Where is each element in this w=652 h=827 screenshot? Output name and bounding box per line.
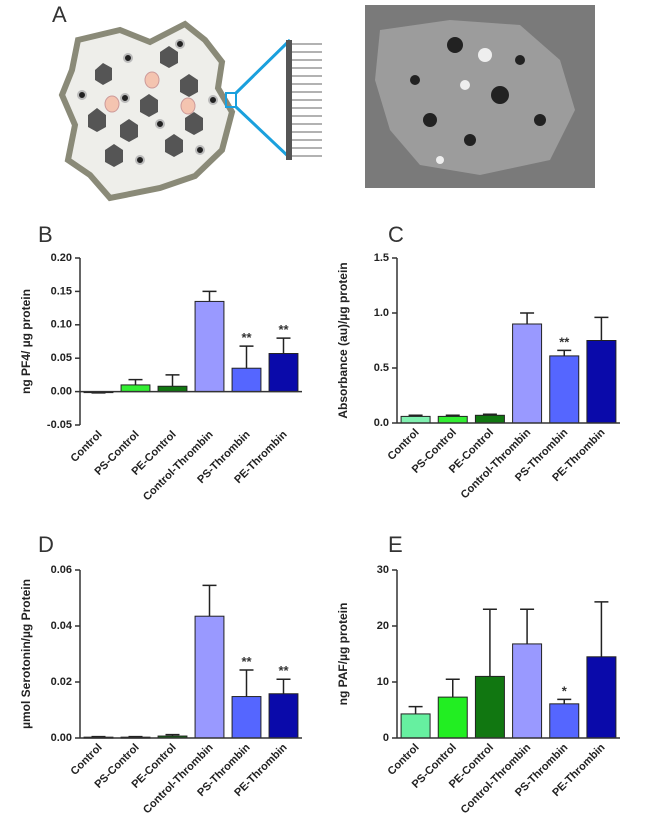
y-tick-label: 0.00	[51, 386, 72, 398]
y-tick-label: 10	[377, 676, 389, 688]
bar	[549, 355, 580, 424]
panel-label: A	[52, 2, 67, 27]
error-bar	[128, 735, 143, 738]
bar	[586, 340, 617, 424]
y-tick-label: 30	[377, 564, 389, 576]
x-tick-label: Control	[68, 742, 104, 778]
error-bar	[165, 733, 180, 737]
error-bar	[520, 312, 535, 324]
error-bar	[557, 349, 572, 356]
y-tick-label: 0.06	[51, 564, 72, 576]
error-bar	[445, 678, 460, 698]
bar	[231, 367, 262, 393]
bar	[194, 615, 225, 739]
y-tick-label: 0.10	[51, 319, 72, 331]
significance: **	[241, 654, 252, 669]
error-bar	[202, 290, 217, 302]
y-tick-label: 0.5	[374, 362, 389, 374]
bar	[586, 656, 617, 739]
bar	[549, 703, 580, 739]
error-bar	[239, 669, 254, 697]
y-tick-label: 0.0	[374, 417, 389, 429]
bar	[474, 675, 505, 739]
y-tick-label: 1.0	[374, 307, 389, 319]
y-tick-label: 0.15	[51, 285, 72, 297]
y-axis-label: ng PF4/ µg protein	[19, 289, 33, 394]
error-bar	[239, 345, 254, 369]
error-bar	[594, 601, 609, 657]
bar	[400, 713, 431, 739]
panel-label: C	[388, 222, 404, 247]
y-tick-label: 0.04	[51, 620, 73, 632]
error-bar	[557, 698, 572, 704]
bar	[120, 384, 151, 393]
x-tick-label: Control-Thrombin	[141, 741, 216, 816]
cell-illustration	[58, 20, 322, 202]
error-bar	[482, 608, 497, 677]
bar	[268, 353, 299, 393]
bar	[157, 385, 188, 393]
panel-label: E	[388, 532, 403, 557]
significance: **	[278, 322, 289, 337]
y-tick-label: -0.05	[47, 419, 72, 431]
bar	[268, 693, 299, 739]
x-tick-label: Control	[68, 429, 104, 465]
bar	[437, 696, 468, 739]
error-bar	[594, 316, 609, 341]
error-bar	[91, 735, 106, 738]
x-tick-label: Control-Thrombin	[459, 741, 534, 816]
panel-label: B	[38, 222, 53, 247]
y-tick-label: 0.05	[51, 352, 72, 364]
significance: **	[241, 330, 252, 345]
y-axis-label: Absorbance (au)/µg protein	[336, 262, 350, 418]
error-bar	[520, 608, 535, 644]
bar	[437, 415, 468, 424]
y-tick-label: 0	[383, 732, 389, 744]
error-bar	[408, 414, 423, 417]
x-tick-label: Control	[386, 427, 422, 463]
x-tick-label: Control-Thrombin	[141, 428, 216, 503]
error-bar	[276, 337, 291, 354]
x-tick-label: Control	[386, 742, 422, 778]
bar	[400, 415, 431, 424]
bar	[512, 643, 543, 739]
significance: **	[278, 663, 289, 678]
y-axis-label: µmol Serotonin/µg Protein	[19, 579, 33, 729]
error-bar	[128, 378, 143, 385]
y-axis-label: ng PAF/µg protein	[336, 603, 350, 706]
error-bar	[91, 392, 106, 394]
error-bar	[408, 705, 423, 714]
bar	[512, 323, 543, 424]
bar	[231, 696, 262, 739]
y-tick-label: 0.02	[51, 676, 72, 688]
error-bar	[445, 414, 460, 417]
y-tick-label: 0.00	[51, 732, 72, 744]
bar	[194, 300, 225, 393]
significance: *	[562, 683, 568, 698]
y-tick-label: 20	[377, 620, 389, 632]
micrograph	[365, 5, 595, 188]
y-tick-label: 0.20	[51, 252, 72, 264]
bar	[474, 414, 505, 424]
x-tick-label: Control-Thrombin	[459, 426, 534, 501]
y-tick-label: 1.5	[374, 252, 389, 264]
significance: **	[559, 334, 570, 349]
panel-label: D	[38, 532, 54, 557]
error-bar	[202, 584, 217, 617]
error-bar	[165, 374, 180, 387]
error-bar	[276, 678, 291, 694]
error-bar	[482, 413, 497, 416]
